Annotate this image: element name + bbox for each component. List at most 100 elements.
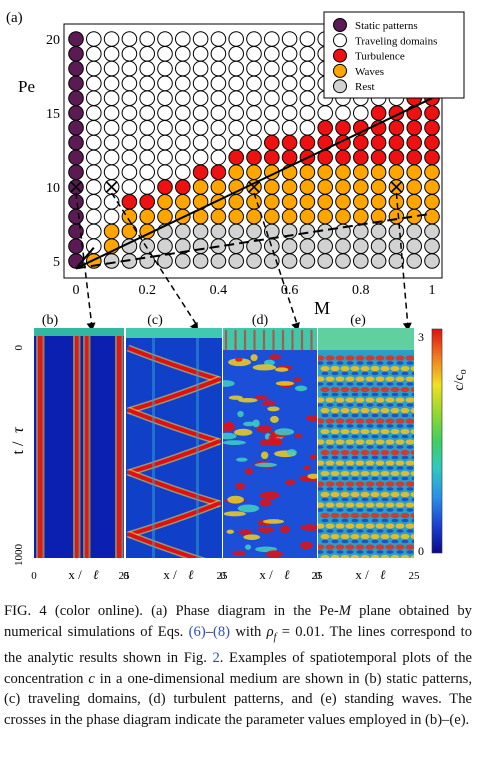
wave-trough <box>356 424 364 428</box>
wave-spot <box>365 523 375 529</box>
wave-trough <box>386 382 394 386</box>
phase-marker <box>246 46 262 62</box>
wave-spot <box>365 418 375 424</box>
phase-marker <box>317 120 334 136</box>
figure-4: (a) Pe M 0 0.2 0.4 0.6 0.8 1 5 10 15 20 Static p… <box>6 10 469 582</box>
phase-marker <box>175 90 191 106</box>
stripe <box>196 338 199 558</box>
phase-marker <box>281 149 298 166</box>
wave-trough <box>386 550 394 554</box>
phase-marker <box>317 105 334 121</box>
figure-link-2[interactable]: 2 <box>212 650 220 667</box>
wave-spot <box>410 533 414 540</box>
peak <box>75 336 79 558</box>
wave-trough <box>326 529 334 533</box>
parameter-crosses <box>69 180 403 194</box>
x-tick: 0 <box>31 570 37 582</box>
wave-spot <box>365 544 375 550</box>
turbulent-blob <box>256 425 273 433</box>
wave-spot <box>330 491 340 498</box>
initial-spot <box>224 341 228 345</box>
phase-marker <box>406 164 423 180</box>
initial-spot <box>253 348 256 351</box>
turbulent-blob <box>243 534 261 540</box>
wave-trough <box>376 508 384 512</box>
phase-marker <box>246 164 262 180</box>
svg-text:x /: x / <box>355 567 369 582</box>
phase-marker <box>157 179 173 195</box>
wave-spot <box>335 439 345 445</box>
wave-trough <box>336 382 344 386</box>
wave-trough <box>346 403 354 407</box>
wave-spot <box>405 418 414 424</box>
initial-spot <box>300 333 304 336</box>
turbulent-blob <box>223 440 246 445</box>
phase-marker <box>264 75 280 92</box>
wave-trough <box>346 361 354 365</box>
domain-front <box>127 377 221 413</box>
phase-marker <box>103 46 120 62</box>
equation-link-6[interactable]: (6) <box>188 623 206 640</box>
wave-trough <box>386 361 394 365</box>
wave-trough <box>346 529 354 533</box>
turbulent-blob <box>243 421 255 427</box>
phase-marker <box>264 149 280 166</box>
wave-trough <box>371 455 379 460</box>
phase-marker <box>246 60 262 77</box>
wave-spot <box>400 533 410 540</box>
wave-trough <box>406 529 414 533</box>
tau-symbol: τ <box>10 426 27 433</box>
wave-trough <box>351 413 359 418</box>
phase-marker <box>246 149 262 166</box>
legend-marker <box>333 48 347 63</box>
panel-arrows <box>75 192 412 331</box>
phase-marker <box>175 75 191 92</box>
initial-spot <box>253 340 256 343</box>
phase-marker <box>210 223 227 240</box>
wave-spot <box>350 491 360 498</box>
phase-marker <box>121 75 138 92</box>
initial-spot <box>262 329 266 333</box>
wave-spot <box>400 470 410 477</box>
initial-spot <box>262 336 266 339</box>
wave-trough <box>396 466 404 470</box>
wave-trough <box>361 413 369 418</box>
domain-front <box>127 470 221 506</box>
x-tick: 1 <box>429 283 436 298</box>
wave-trough <box>411 371 414 376</box>
phase-marker <box>228 90 244 106</box>
time-axis-label: t / τ <box>10 426 27 454</box>
phase-marker <box>335 179 351 195</box>
phase-marker <box>299 120 316 136</box>
wave-spot <box>370 386 380 393</box>
wave-trough <box>331 434 339 439</box>
wave-trough <box>411 497 414 502</box>
phase-marker <box>103 120 120 136</box>
equation-link-8[interactable]: (8) <box>212 623 231 640</box>
wave-spot <box>325 397 335 403</box>
arrow-line <box>110 192 199 328</box>
turbulent-blob <box>259 439 282 447</box>
wave-trough <box>371 371 379 376</box>
initial-spot <box>224 346 228 350</box>
phase-marker <box>121 223 138 240</box>
wave-trough <box>361 392 369 397</box>
wave-spot <box>385 355 395 361</box>
wave-spot <box>335 397 345 403</box>
initial-condition <box>126 328 222 338</box>
initial-spot <box>291 340 294 343</box>
phase-marker <box>406 120 423 136</box>
wave-trough <box>341 434 349 439</box>
turbulent-blob <box>275 381 295 386</box>
wave-spot <box>396 565 405 570</box>
phase-marker <box>68 208 84 225</box>
wave-trough <box>356 382 364 386</box>
wave-trough <box>336 424 344 428</box>
wave-spot <box>318 544 325 550</box>
phase-marker <box>175 194 191 210</box>
phase-marker <box>388 134 405 151</box>
wave-spot <box>400 365 410 372</box>
phase-marker <box>139 238 155 254</box>
wave-spot <box>410 449 414 456</box>
initial-spot <box>243 334 247 338</box>
